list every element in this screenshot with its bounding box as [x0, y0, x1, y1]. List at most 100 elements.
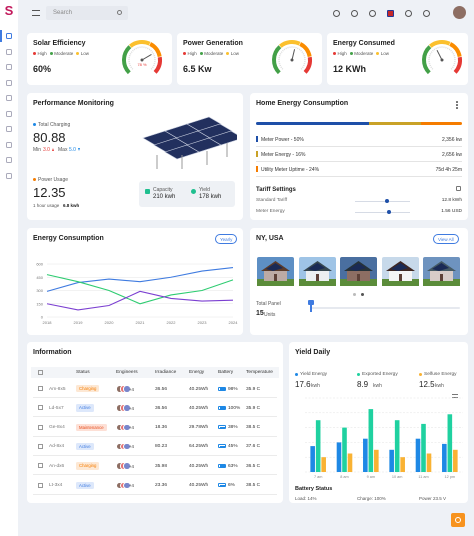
status-badge: Active [76, 404, 94, 412]
temperature: 38.5 C [246, 425, 261, 431]
meter-label: Meter Power - 50% [261, 136, 304, 143]
gauge-hub [140, 58, 144, 62]
menu-dot[interactable] [456, 101, 458, 103]
dot [419, 373, 422, 376]
toolbar-icon[interactable] [351, 10, 358, 17]
temperature: 37.6 C [246, 444, 261, 450]
checkbox[interactable] [38, 424, 43, 430]
engineer-more: +4 [129, 386, 134, 392]
column-header: Energy [189, 370, 205, 375]
meter-label: Meter Energy - 16% [261, 151, 306, 158]
legend-item: High [333, 51, 347, 56]
toolbar-icon[interactable] [387, 10, 394, 17]
nav-icon[interactable] [6, 33, 12, 39]
nav-icon[interactable] [6, 64, 12, 70]
nav-icon[interactable] [6, 79, 12, 86]
settings-button[interactable] [451, 513, 465, 527]
status-badge: Active [76, 481, 94, 489]
tariff-icon[interactable] [456, 186, 461, 191]
nav-icon[interactable] [6, 157, 12, 163]
gauge-segment [453, 56, 462, 74]
checkbox[interactable] [38, 482, 43, 488]
temperature: 38.5 C [246, 483, 261, 488]
x-tick-label: 12 pm [445, 475, 456, 479]
x-tick-label: 2018 [43, 320, 53, 325]
card-title: NY, USA [256, 235, 284, 242]
checkbox[interactable] [38, 405, 43, 411]
irradiance: 80.23 [155, 444, 168, 450]
tariff-label: Standard Tariff [256, 198, 288, 203]
gauge-hub [440, 58, 444, 62]
slider-knob[interactable] [387, 210, 391, 214]
search-box[interactable]: Search [46, 6, 128, 20]
nav-icon[interactable] [6, 110, 12, 117]
toolbar-icon[interactable] [423, 10, 430, 17]
door [440, 274, 443, 281]
line-chart: 0 150 300 450 600 2018 2019 2020 2021 2022 2023 202… [36, 262, 238, 326]
x-tick-label: 2020 [105, 320, 115, 325]
avatar[interactable] [453, 6, 466, 19]
checkbox[interactable] [38, 386, 43, 391]
row-id: Lt-3x4 [49, 483, 63, 488]
battery-value: 98% [228, 386, 238, 392]
temperature: 36.5 C [246, 463, 261, 469]
nav-icon[interactable] [6, 126, 12, 132]
card-title: Information [33, 349, 72, 356]
column-header: Temperature [246, 370, 273, 375]
meter-marker [256, 151, 258, 157]
value: 178 kwh [199, 194, 222, 200]
progress-segment [369, 122, 421, 125]
card-title: Energy Consumed [333, 40, 395, 47]
legend-label: Low [380, 51, 390, 56]
slider-knob[interactable] [385, 199, 389, 203]
nav-icon[interactable] [6, 141, 12, 148]
energy: 40.25Wh [189, 386, 209, 392]
carousel-dot[interactable] [361, 293, 364, 296]
nav-icon[interactable] [6, 95, 12, 101]
slider-track [355, 200, 410, 202]
card-title: Energy Consumption [33, 235, 104, 242]
meter-value: 2,656 kw [441, 151, 462, 158]
x-tick-label: 7 am [314, 475, 322, 479]
temperature: 35.9 C [246, 386, 261, 392]
legend-item: Moderate [199, 51, 223, 56]
toolbar-icon[interactable] [369, 10, 376, 17]
yearly-button[interactable]: Yearly [215, 234, 238, 244]
legend-dot [33, 52, 36, 55]
toolbar-icon[interactable] [333, 10, 340, 17]
menu-icon[interactable] [32, 10, 40, 16]
menu-dot[interactable] [456, 107, 458, 109]
stat-card: Solar Efficiency High Moderate Low 60% 78 % [27, 33, 172, 85]
bar [374, 449, 379, 472]
energy: 29.78Wh [189, 425, 209, 431]
stat-value: 60% [33, 64, 52, 74]
nav-icon[interactable] [6, 172, 12, 179]
checkbox[interactable] [38, 370, 43, 375]
battery-value: 63% [228, 463, 238, 469]
toolbar-icon[interactable] [405, 10, 412, 17]
search-placeholder: Search [53, 10, 73, 16]
tariff-value: 1.56 USD [441, 209, 462, 214]
carousel-dot[interactable] [353, 293, 356, 296]
battery-fill [219, 407, 225, 410]
checkbox[interactable] [38, 463, 43, 469]
view-all-button[interactable]: View All [433, 234, 459, 244]
min-value: 3.0 [43, 147, 50, 153]
filter-icon[interactable] [452, 394, 458, 398]
bar [310, 446, 315, 472]
battery-value: 6% [228, 483, 235, 488]
checkbox[interactable] [38, 443, 43, 449]
section-title: Battery Status [295, 486, 333, 492]
bar [447, 414, 453, 472]
status-badge: Active [76, 442, 94, 451]
legend-label: Moderate [54, 51, 74, 56]
menu-dot[interactable] [456, 104, 458, 106]
slider-track [355, 211, 410, 213]
gauge-segment [129, 40, 151, 48]
house-image [381, 257, 419, 286]
nav-icon[interactable] [6, 48, 12, 55]
legend: High Moderate Low [33, 51, 89, 56]
slider-knob[interactable] [308, 300, 314, 305]
engineer-avatar [123, 423, 131, 432]
